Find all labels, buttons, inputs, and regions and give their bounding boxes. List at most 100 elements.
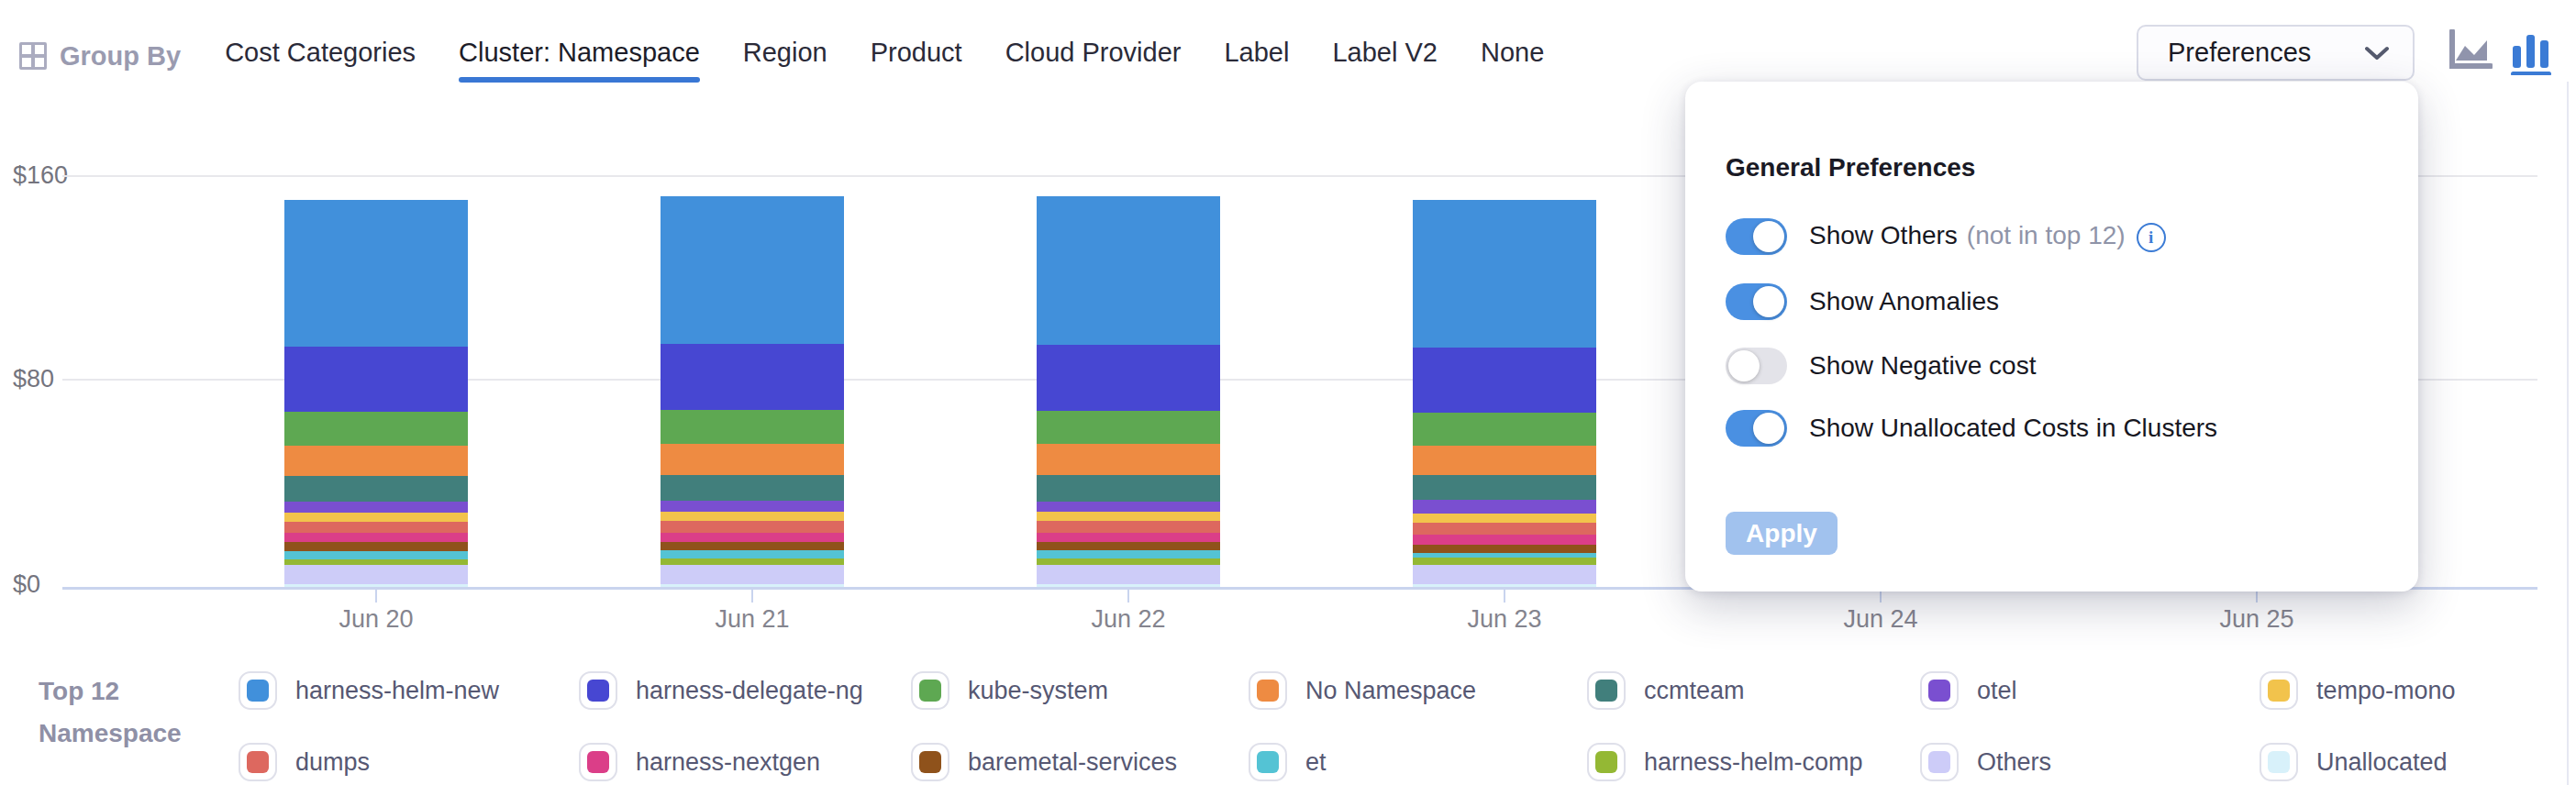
bar-segment-tempo-mono[interactable] <box>1413 514 1596 523</box>
apply-button[interactable]: Apply <box>1726 512 1838 555</box>
legend-swatch <box>239 743 277 781</box>
tab-cost-categories[interactable]: Cost Categories <box>225 32 416 81</box>
bar-segment-et[interactable] <box>1037 550 1220 558</box>
bar-segment-otel[interactable] <box>661 501 844 512</box>
bar-segment-harness-delegate-ng[interactable] <box>1413 348 1596 414</box>
bar-segment-no-namespace[interactable] <box>284 446 468 477</box>
bar-segment-baremetal-services[interactable] <box>284 542 468 551</box>
legend-swatch <box>911 671 949 710</box>
area-chart-icon[interactable] <box>2448 29 2493 75</box>
legend-item-kube-system[interactable]: kube-system <box>911 671 1108 710</box>
x-axis-label: Jun 22 <box>1055 605 1202 634</box>
legend-item-harness-helm-comp[interactable]: harness-helm-comp <box>1587 743 1863 781</box>
legend-item-dumps[interactable]: dumps <box>239 743 370 781</box>
tab-label[interactable]: Label <box>1224 32 1289 81</box>
bar-segment-harness-helm-new[interactable] <box>661 196 844 344</box>
legend-label: harness-helm-new <box>295 677 499 705</box>
bar-segment-kube-system[interactable] <box>661 410 844 444</box>
bar-segment-harness-nextgen[interactable] <box>284 533 468 542</box>
legend-label: kube-system <box>968 677 1108 705</box>
preferences-panel-title: General Preferences <box>1726 153 1975 182</box>
toggle-label: Show Others(not in top 12)i <box>1809 221 2166 252</box>
bar-chart-icon[interactable] <box>2509 29 2553 75</box>
bar-segment-no-namespace[interactable] <box>661 444 844 475</box>
bar-segment-dumps[interactable] <box>284 522 468 533</box>
bar-segment-tempo-mono[interactable] <box>284 513 468 523</box>
bar-segment-otel[interactable] <box>284 502 468 512</box>
bar-segment-harness-delegate-ng[interactable] <box>661 344 844 410</box>
bar-segment-otel[interactable] <box>1037 502 1220 512</box>
bar-segment-ccmteam[interactable] <box>661 475 844 501</box>
bar-segment-tempo-mono[interactable] <box>661 512 844 522</box>
bar-segment-baremetal-services[interactable] <box>661 542 844 551</box>
bar-segment-no-namespace[interactable] <box>1413 446 1596 475</box>
toggle-show-others[interactable] <box>1726 218 1787 255</box>
bar-segment-ccmteam[interactable] <box>1037 475 1220 501</box>
bar-segment-ccmteam[interactable] <box>284 476 468 502</box>
toggle-show-negative-cost[interactable] <box>1726 348 1787 384</box>
tab-cluster-namespace[interactable]: Cluster: Namespace <box>459 32 700 81</box>
bar-segment-harness-helm-new[interactable] <box>1413 200 1596 348</box>
tab-cloud-provider[interactable]: Cloud Provider <box>1005 32 1182 81</box>
toggle-show-anomalies[interactable] <box>1726 283 1787 320</box>
bar-segment-harness-helm-new[interactable] <box>1037 196 1220 344</box>
legend-item-otel[interactable]: otel <box>1920 671 2017 710</box>
legend-swatch <box>579 671 617 710</box>
bar-segment-others[interactable] <box>1413 565 1596 584</box>
legend-label: otel <box>1977 677 2017 705</box>
bar-segment-harness-helm-new[interactable] <box>284 200 468 347</box>
bar-segment-kube-system[interactable] <box>1413 413 1596 446</box>
cloud-cost-dashboard: Group By Cost CategoriesCluster: Namespa… <box>0 0 2576 785</box>
toggle-show-unallocated-costs-in-clusters[interactable] <box>1726 410 1787 447</box>
legend-item-harness-helm-new[interactable]: harness-helm-new <box>239 671 499 710</box>
tab-label-v2[interactable]: Label V2 <box>1332 32 1438 81</box>
bar-segment-unallocated[interactable] <box>1413 584 1596 587</box>
bar-segment-harness-nextgen[interactable] <box>1413 535 1596 545</box>
bar-segment-kube-system[interactable] <box>1037 411 1220 444</box>
bar-segment-baremetal-services[interactable] <box>1413 545 1596 553</box>
tab-none[interactable]: None <box>1481 32 1544 81</box>
legend-item-baremetal-services[interactable]: baremetal-services <box>911 743 1177 781</box>
legend-item-others[interactable]: Others <box>1920 743 2051 781</box>
bar-segment-dumps[interactable] <box>1037 521 1220 532</box>
x-axis-label: Jun 24 <box>1807 605 1954 634</box>
x-axis-label: Jun 21 <box>679 605 826 634</box>
bar-segment-no-namespace[interactable] <box>1037 444 1220 475</box>
bar-segment-others[interactable] <box>661 565 844 585</box>
bar-segment-et[interactable] <box>284 551 468 559</box>
bar-segment-dumps[interactable] <box>661 521 844 532</box>
legend-item-harness-delegate-ng[interactable]: harness-delegate-ng <box>579 671 863 710</box>
bar-segment-harness-nextgen[interactable] <box>661 533 844 542</box>
bar-jun-21 <box>661 196 844 587</box>
tab-product[interactable]: Product <box>871 32 962 81</box>
legend-item-no-namespace[interactable]: No Namespace <box>1249 671 1476 710</box>
bar-segment-baremetal-services[interactable] <box>1037 542 1220 551</box>
bar-segment-unallocated[interactable] <box>661 584 844 587</box>
bar-segment-harness-delegate-ng[interactable] <box>1037 345 1220 411</box>
bar-segment-unallocated[interactable] <box>1037 584 1220 587</box>
bar-segment-harness-helm-comp[interactable] <box>1413 558 1596 565</box>
bar-segment-otel[interactable] <box>1413 500 1596 514</box>
bar-segment-harness-nextgen[interactable] <box>1037 533 1220 542</box>
bar-segment-kube-system[interactable] <box>284 412 468 445</box>
bar-segment-unallocated[interactable] <box>284 584 468 587</box>
preferences-dropdown-button[interactable]: Preferences <box>2137 25 2415 81</box>
tab-region[interactable]: Region <box>743 32 827 81</box>
bar-segment-ccmteam[interactable] <box>1413 475 1596 500</box>
legend-item-ccmteam[interactable]: ccmteam <box>1587 671 1745 710</box>
bar-segment-others[interactable] <box>284 565 468 584</box>
legend-item-unallocated[interactable]: Unallocated <box>2260 743 2448 781</box>
legend-item-harness-nextgen[interactable]: harness-nextgen <box>579 743 820 781</box>
bar-segment-et[interactable] <box>661 550 844 558</box>
legend-swatch <box>1587 743 1626 781</box>
bar-segment-others[interactable] <box>1037 565 1220 585</box>
info-icon[interactable]: i <box>2137 223 2166 252</box>
bar-segment-tempo-mono[interactable] <box>1037 512 1220 522</box>
group-by-grid-icon <box>19 42 47 70</box>
legend-item-tempo-mono[interactable]: tempo-mono <box>2260 671 2456 710</box>
bar-segment-harness-delegate-ng[interactable] <box>284 347 468 413</box>
bar-segment-dumps[interactable] <box>1413 523 1596 535</box>
y-axis-label: $160 <box>13 161 66 190</box>
legend-swatch <box>1249 743 1287 781</box>
legend-item-et[interactable]: et <box>1249 743 1327 781</box>
